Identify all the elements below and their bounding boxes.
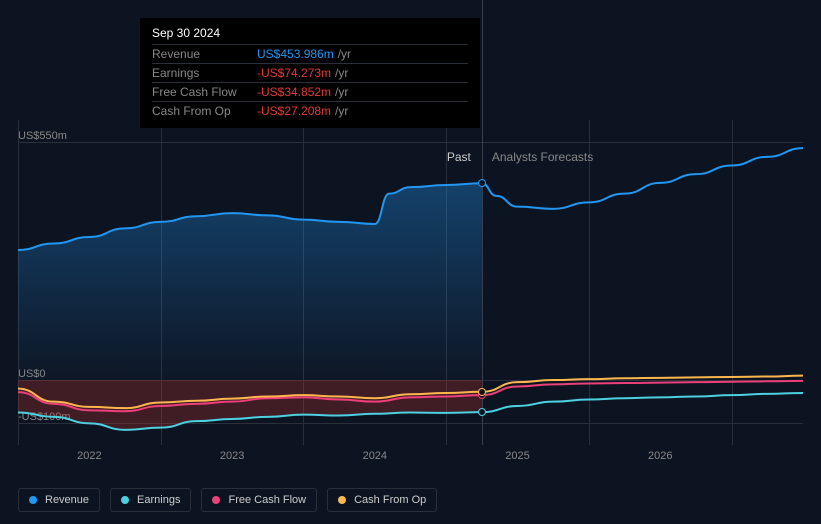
- legend-label: Revenue: [45, 494, 89, 506]
- tooltip-label: Cash From Op: [152, 104, 257, 118]
- legend-item-free-cash-flow[interactable]: Free Cash Flow: [201, 488, 317, 512]
- legend-dot: [29, 496, 37, 504]
- legend-item-revenue[interactable]: Revenue: [18, 488, 100, 512]
- tooltip-row: Cash From Op-US$27.208m/yr: [152, 101, 468, 120]
- legend-label: Free Cash Flow: [228, 494, 306, 506]
- gridline-vertical: [446, 120, 447, 445]
- tooltip-date: Sep 30 2024: [152, 26, 468, 44]
- tooltip-suffix: /yr: [335, 85, 348, 99]
- x-axis-label: 2022: [77, 450, 101, 462]
- legend-dot: [338, 496, 346, 504]
- tooltip-value: -US$27.208m: [257, 104, 331, 118]
- gridline-horizontal: [18, 380, 803, 381]
- legend-label: Earnings: [137, 494, 180, 506]
- legend-label: Cash From Op: [354, 494, 426, 506]
- legend-dot: [121, 496, 129, 504]
- x-axis-label: 2024: [363, 450, 387, 462]
- tooltip-label: Revenue: [152, 47, 257, 61]
- legend-item-cash-from-op[interactable]: Cash From Op: [327, 488, 437, 512]
- chart-tooltip: Sep 30 2024 RevenueUS$453.986m/yrEarning…: [140, 18, 480, 128]
- tooltip-row: RevenueUS$453.986m/yr: [152, 44, 468, 63]
- tooltip-suffix: /yr: [335, 104, 348, 118]
- marker-earnings: [478, 408, 486, 416]
- tooltip-suffix: /yr: [335, 66, 348, 80]
- y-axis-label: US$550m: [18, 130, 67, 142]
- series-fill-revenue: [18, 183, 482, 380]
- tooltip-value: US$453.986m: [257, 47, 334, 61]
- gridline-vertical: [161, 120, 162, 445]
- tooltip-row: Free Cash Flow-US$34.852m/yr: [152, 82, 468, 101]
- marker-revenue: [478, 179, 486, 187]
- gridline-vertical: [303, 120, 304, 445]
- legend-item-earnings[interactable]: Earnings: [110, 488, 191, 512]
- past-label: Past: [447, 150, 471, 164]
- tooltip-suffix: /yr: [338, 47, 351, 61]
- gridline-vertical: [732, 120, 733, 445]
- legend-dot: [212, 496, 220, 504]
- y-axis-label: -US$100m: [18, 411, 71, 423]
- tooltip-label: Free Cash Flow: [152, 85, 257, 99]
- tooltip-label: Earnings: [152, 66, 257, 80]
- divider-line: [482, 0, 483, 445]
- y-axis-label: US$0: [18, 368, 46, 380]
- x-axis-label: 2026: [648, 450, 672, 462]
- chart-legend: Revenue Earnings Free Cash Flow Cash From O…: [18, 488, 437, 512]
- series-line-fcf: [18, 381, 803, 411]
- series-line-revenue: [18, 148, 803, 250]
- tooltip-value: -US$34.852m: [257, 85, 331, 99]
- marker-cfo: [478, 388, 486, 396]
- tooltip-rows: RevenueUS$453.986m/yrEarnings-US$74.273m…: [152, 44, 468, 120]
- tooltip-row: Earnings-US$74.273m/yr: [152, 63, 468, 82]
- gridline-horizontal: [18, 142, 803, 143]
- gridline-vertical: [589, 120, 590, 445]
- forecast-label: Analysts Forecasts: [492, 150, 593, 164]
- tooltip-value: -US$74.273m: [257, 66, 331, 80]
- gridline-vertical: [18, 120, 19, 445]
- x-axis-label: 2023: [220, 450, 244, 462]
- gridline-horizontal: [18, 423, 803, 424]
- x-axis-label: 2025: [505, 450, 529, 462]
